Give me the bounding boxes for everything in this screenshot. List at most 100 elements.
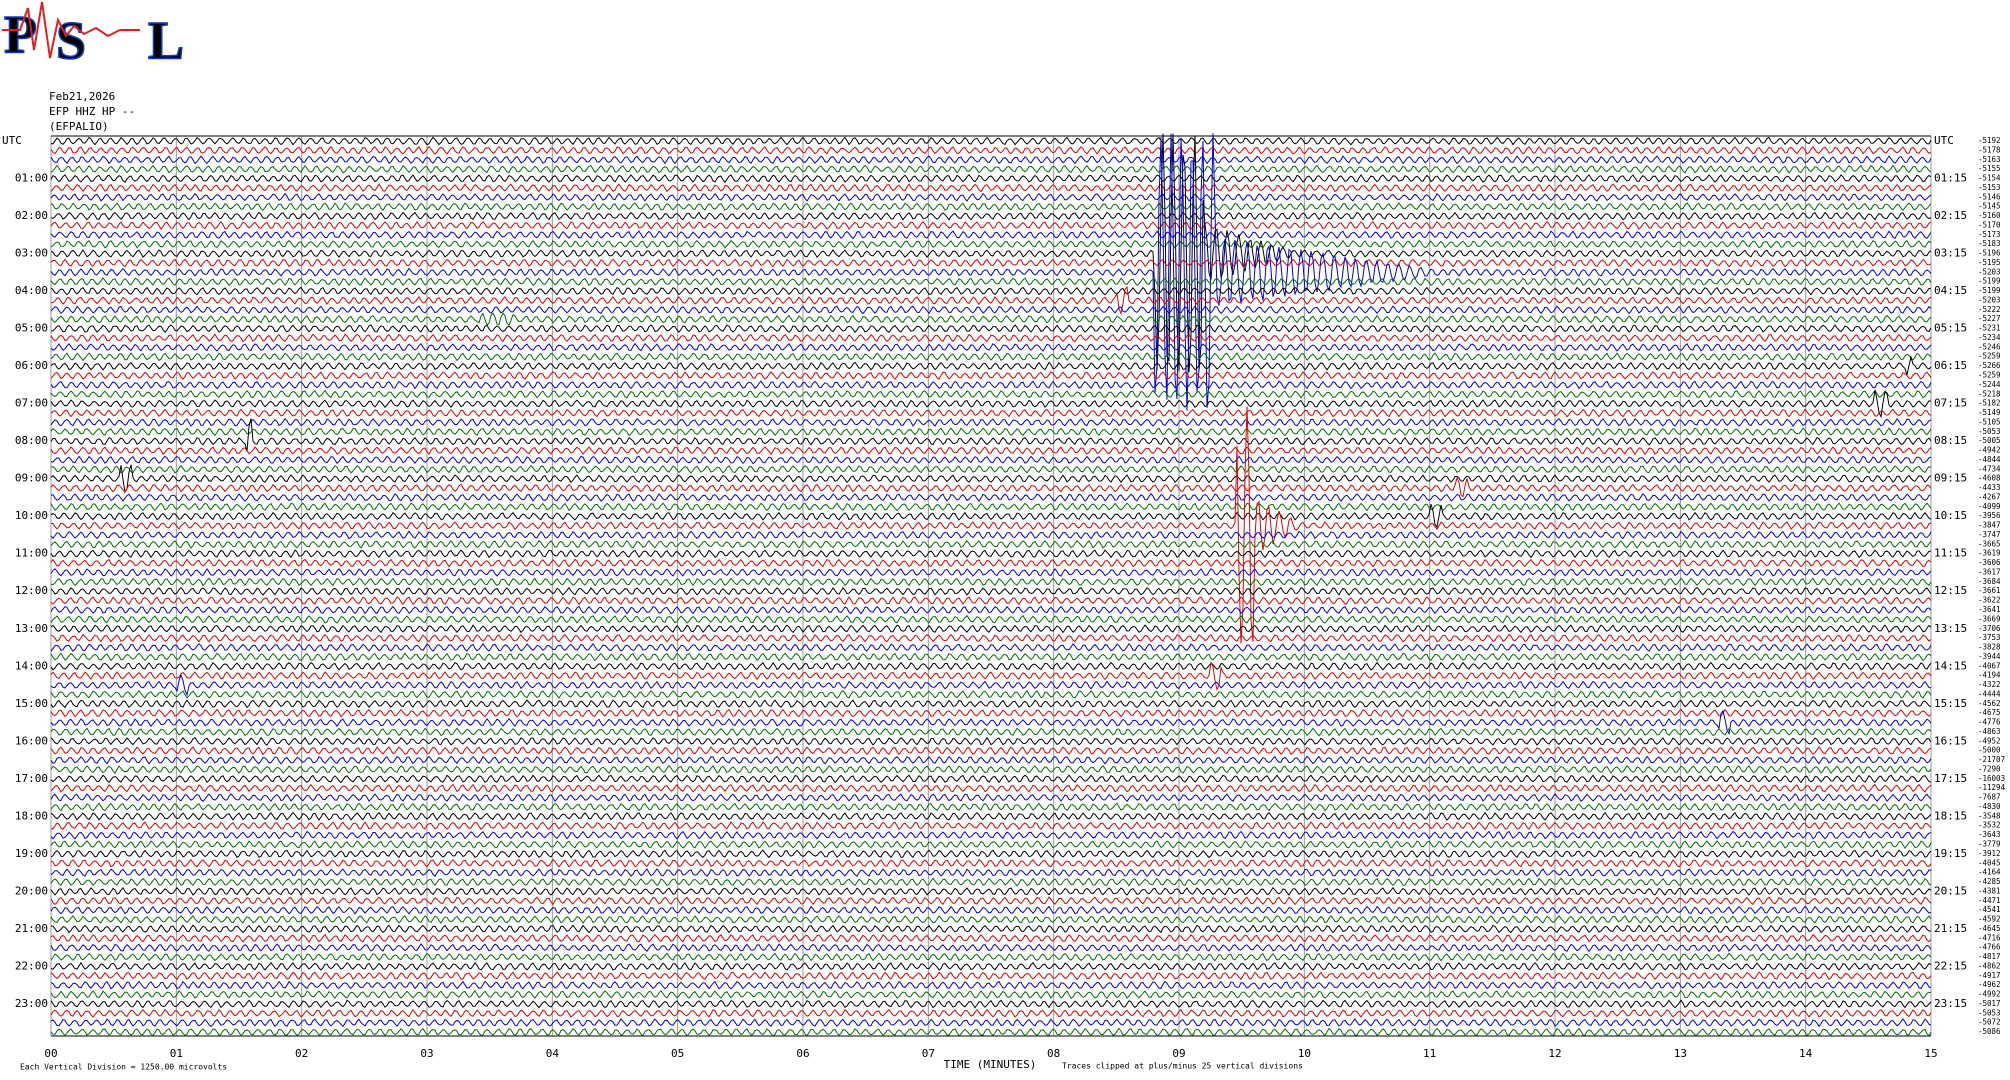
logo-wiggle (2, 1, 140, 59)
right-time-label: 13:15 (1934, 622, 1967, 635)
trace-offset: -5017 (1978, 999, 2001, 1008)
trace (51, 821, 1932, 831)
left-time-label: 05:00 (15, 322, 48, 335)
left-time-label: 08:00 (15, 434, 48, 447)
trace (50, 530, 1932, 540)
trace-offset: -4194 (1978, 671, 2001, 680)
trace-offset: -3619 (1978, 549, 2001, 558)
trace-offset: -4285 (1978, 877, 2001, 886)
logo-letter: S (56, 10, 86, 70)
trace (50, 709, 1932, 736)
trace (50, 633, 1932, 643)
trace-offset: -3706 (1978, 624, 2001, 633)
trace-offset: -5178 (1978, 145, 2001, 154)
trace-offset: -5203 (1978, 295, 2001, 304)
left-time-label: 04:00 (15, 284, 48, 297)
right-time-label: 03:15 (1934, 247, 1967, 260)
trace (50, 464, 1932, 494)
trace (50, 406, 1932, 644)
trace-offset: -5234 (1978, 333, 2001, 342)
left-time-label: 20:00 (15, 884, 48, 897)
trace-offset: -5053 (1978, 427, 2001, 436)
trace-offset: -5259 (1978, 352, 2001, 361)
right-time-label: 14:15 (1934, 659, 1967, 672)
trace (50, 652, 1932, 662)
right-time-label: 02:15 (1934, 209, 1967, 222)
trace-offset: -4942 (1978, 446, 2001, 455)
logo-letter: L (148, 10, 184, 70)
trace (50, 971, 1932, 981)
trace-offset: -3747 (1978, 530, 2001, 539)
trace (50, 896, 1932, 906)
trace-offset: -4863 (1978, 727, 2001, 736)
trace (50, 605, 1932, 615)
trace (50, 793, 1932, 803)
trace-offset: -4716 (1978, 933, 2001, 942)
trace-offset: -3847 (1978, 521, 2001, 530)
right-time-label: UTC (1934, 134, 1954, 147)
trace (50, 145, 1932, 155)
right-time-label: 01:15 (1934, 172, 1967, 185)
trace (50, 133, 1932, 411)
trace-offset: -5231 (1978, 324, 2001, 333)
x-tick-label: 07 (922, 1047, 935, 1060)
trace-offset: -5086 (1978, 1027, 2001, 1036)
trace-offset: -3665 (1978, 539, 2001, 548)
trace (50, 886, 1932, 896)
trace (50, 943, 1932, 953)
trace (50, 446, 1932, 456)
trace (50, 493, 1932, 502)
trace (50, 389, 1932, 399)
trace-offset: -4322 (1978, 680, 2001, 689)
trace (50, 230, 1932, 240)
left-time-label: 02:00 (15, 209, 48, 222)
left-time-label: 12:00 (15, 584, 48, 597)
trace (50, 476, 1932, 498)
trace (50, 286, 1932, 296)
right-time-label: 06:15 (1934, 359, 1967, 372)
trace (50, 924, 1932, 934)
trace-offset: -3617 (1978, 567, 2001, 576)
trace (50, 285, 1932, 316)
trace-offset: -5218 (1978, 389, 2001, 398)
right-time-label: 18:15 (1934, 809, 1967, 822)
trace-offset: -5203 (1978, 267, 2001, 276)
left-time-label: 09:00 (15, 472, 48, 485)
trace (50, 699, 1932, 709)
trace-offset: -5183 (1978, 239, 2001, 248)
trace (50, 755, 1932, 765)
trace (50, 418, 1932, 452)
trace-offset: -3643 (1978, 830, 2001, 839)
trace-offset: -5149 (1978, 408, 2001, 417)
right-time-label: 09:15 (1934, 472, 1967, 485)
trace (50, 417, 1932, 427)
traces (50, 133, 1932, 1037)
left-time-label: 10:00 (15, 509, 48, 522)
trace (50, 915, 1932, 925)
x-tick-label: 10 (1298, 1047, 1311, 1060)
left-time-label: 15:00 (15, 697, 48, 710)
trace-offset: -4734 (1978, 464, 2001, 473)
right-time-label: 20:15 (1934, 884, 1967, 897)
x-tick-label: 04 (546, 1047, 560, 1060)
trace (50, 689, 1932, 699)
trace-offset: -3684 (1978, 577, 2001, 586)
trace (50, 905, 1932, 915)
trace-offset: -3669 (1978, 614, 2001, 623)
trace-offset: -4592 (1978, 915, 2001, 924)
trace-offset: -3661 (1978, 586, 2001, 595)
trace-offset: -5259 (1978, 371, 2001, 380)
trace-offset: -4471 (1978, 896, 2001, 905)
trace-offset: -5199 (1978, 286, 2001, 295)
header-line: EFP HHZ HP -- (49, 105, 135, 118)
right-time-label: 23:15 (1934, 997, 1967, 1010)
trace (50, 133, 1932, 373)
left-time-label: 11:00 (15, 547, 48, 560)
right-time-label: 05:15 (1934, 322, 1967, 335)
trace-offset: -4608 (1978, 474, 2001, 483)
trace-offset: -16003 (1978, 774, 2005, 783)
left-time-label: 19:00 (15, 847, 48, 860)
right-time-label: 04:15 (1934, 284, 1967, 297)
trace-offset: -5163 (1978, 155, 2001, 164)
